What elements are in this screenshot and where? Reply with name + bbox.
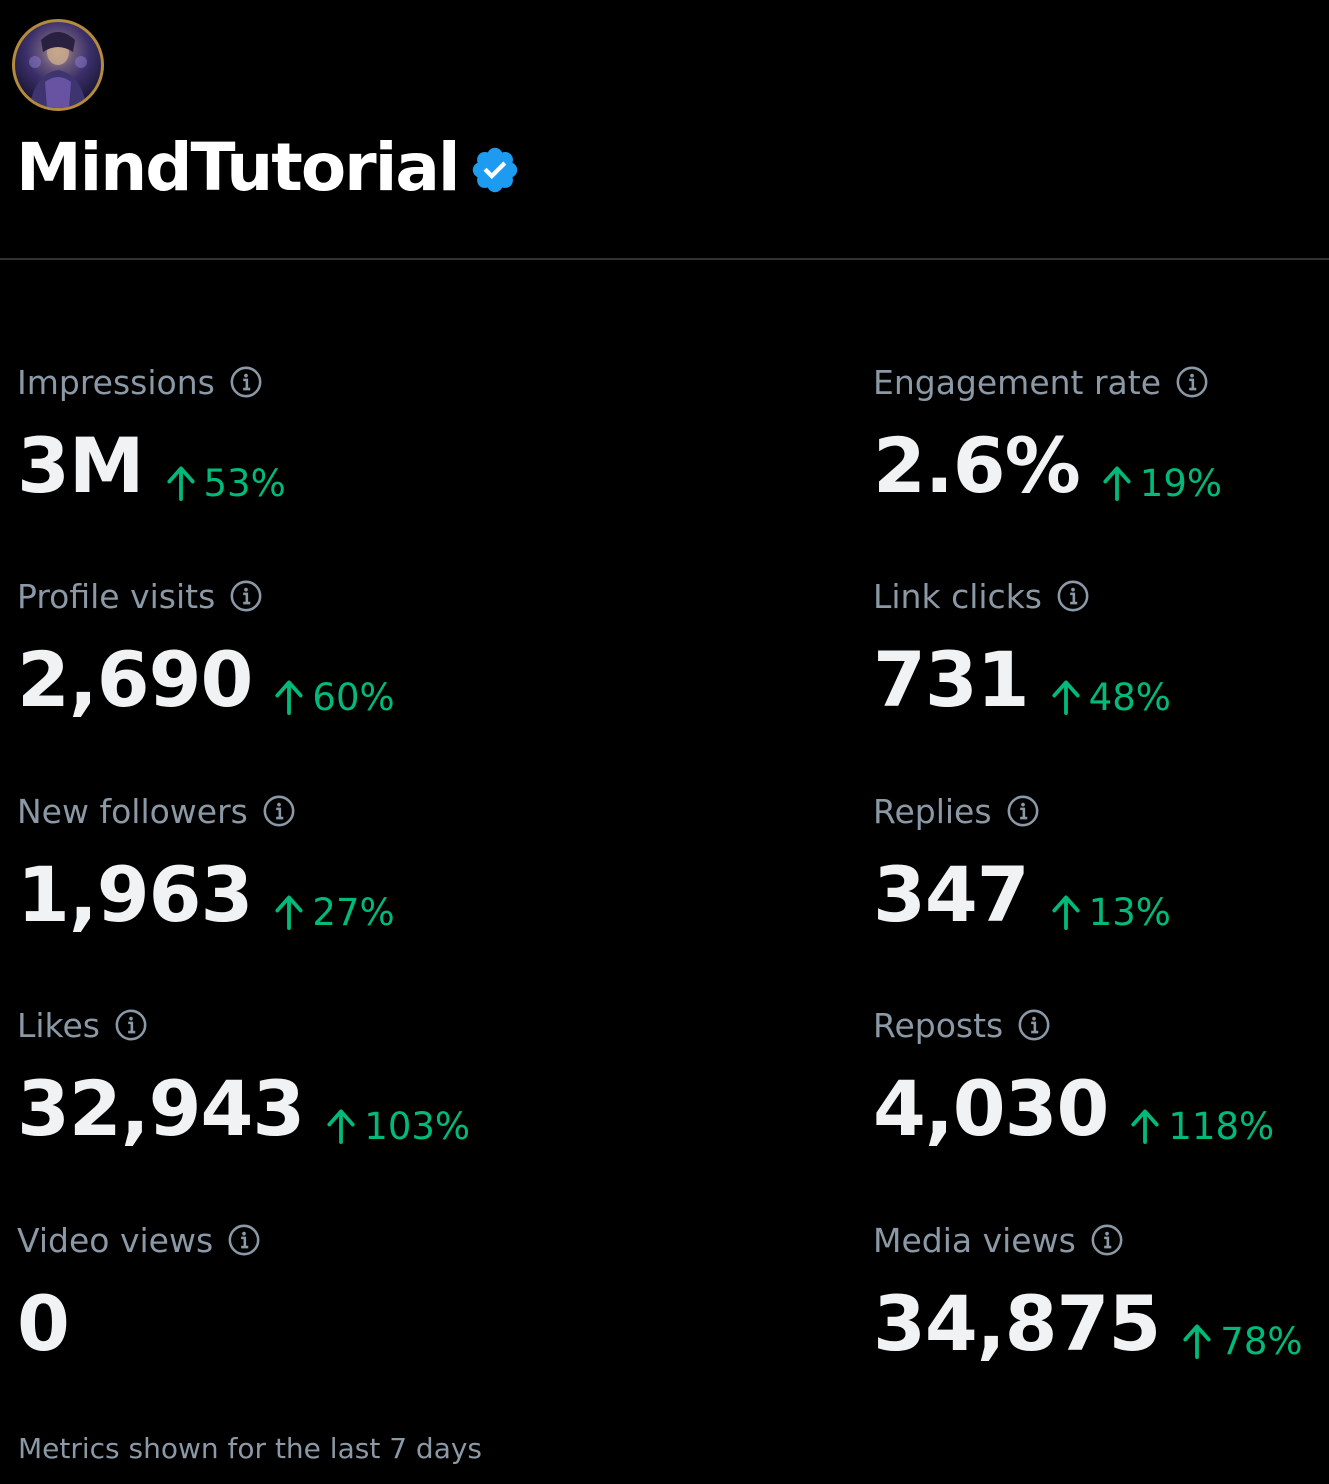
metric-label-row: Media views [873, 1218, 1329, 1262]
metric-label: Reposts [873, 1005, 1004, 1045]
metric-value-row: 3M 53% [17, 422, 477, 504]
info-circle-icon[interactable] [229, 365, 263, 399]
verified-badge-icon [472, 147, 517, 193]
metric-card: New followers 1,963 27% [17, 789, 477, 933]
metric-change-percent: 78% [1220, 1319, 1303, 1363]
metric-value: 34,875 [873, 1279, 1161, 1368]
metric-label-row: Replies [873, 789, 1329, 833]
metric-change-percent: 103% [364, 1104, 471, 1148]
metric-card: Video views 0 [17, 1218, 477, 1362]
metric-value: 0 [17, 1279, 70, 1368]
metric-value-row: 2,690 60% [17, 636, 477, 718]
display-name[interactable]: MindTutorial [16, 129, 461, 206]
info-circle-icon[interactable] [1090, 1223, 1124, 1257]
metric-label: Replies [873, 791, 992, 831]
info-circle-icon[interactable] [114, 1008, 148, 1042]
metric-value-row: 34,875 78% [873, 1280, 1329, 1362]
arrow-up-icon [275, 680, 303, 715]
metric-change: 60% [274, 675, 395, 719]
metric-change: 19% [1102, 464, 1222, 502]
info-circle-icon[interactable] [229, 579, 263, 613]
metric-label-row: Video views [17, 1218, 477, 1262]
metric-change: 53% [166, 464, 286, 502]
info-circle-icon[interactable] [1006, 794, 1040, 828]
metric-value: 347 [873, 850, 1030, 939]
metric-label-row: Impressions [17, 360, 477, 404]
metric-card: Media views 34,875 78% [873, 1218, 1329, 1362]
metric-change: 27% [274, 890, 395, 934]
metric-card: Impressions 3M 53% [17, 360, 477, 504]
metric-value-row: 2.6% 19% [873, 422, 1329, 504]
metric-label-row: Link clicks [873, 574, 1329, 618]
metric-label: Link clicks [873, 576, 1042, 616]
metric-value-row: 32,943 103% [17, 1065, 477, 1147]
info-circle-icon[interactable] [227, 1223, 261, 1257]
metric-value: 4,030 [873, 1064, 1109, 1153]
metric-value-row: 347 13% [873, 851, 1329, 933]
avatar-image [29, 32, 87, 108]
arrow-up-icon [1183, 1324, 1211, 1359]
arrow-up-icon [1103, 466, 1131, 501]
metric-change-percent: 118% [1168, 1104, 1275, 1148]
metric-value: 3M [17, 421, 145, 510]
arrow-up-icon [1131, 1109, 1159, 1144]
metric-label: Likes [17, 1005, 100, 1045]
metric-change-percent: 13% [1088, 890, 1171, 934]
metric-card: Link clicks 731 48% [873, 574, 1329, 718]
arrow-up-icon [1052, 895, 1080, 930]
metric-card: Profile visits 2,690 60% [17, 574, 477, 718]
arrow-up-icon [327, 1109, 355, 1144]
metric-value: 32,943 [17, 1064, 305, 1153]
metric-label-row: New followers [17, 789, 477, 833]
metric-label-row: Likes [17, 1003, 477, 1047]
metric-label: Profile visits [17, 576, 216, 616]
metric-card: Engagement rate 2.6% 19% [873, 360, 1329, 504]
metric-change-percent: 60% [312, 675, 395, 719]
avatar[interactable] [12, 19, 104, 111]
metric-card: Likes 32,943 103% [17, 1003, 477, 1147]
arrow-up-icon [1052, 680, 1080, 715]
metric-label-row: Engagement rate [873, 360, 1329, 404]
arrow-up-icon [275, 895, 303, 930]
metric-change: 78% [1182, 1319, 1303, 1363]
name-row: MindTutorial [16, 126, 521, 210]
profile-header: MindTutorial [0, 0, 1329, 260]
metric-change-percent: 48% [1088, 675, 1171, 719]
metric-value: 2.6% [873, 421, 1081, 510]
metric-value-row: 0 [17, 1280, 477, 1362]
metric-card: Replies 347 13% [873, 789, 1329, 933]
metric-value-row: 731 48% [873, 636, 1329, 718]
metric-change: 48% [1051, 678, 1171, 716]
metric-label: Media views [873, 1220, 1076, 1260]
metric-value: 1,963 [17, 850, 253, 939]
metric-change-percent: 53% [203, 461, 286, 505]
metric-change-percent: 19% [1139, 461, 1223, 505]
metric-change: 118% [1130, 1107, 1274, 1145]
metric-value-row: 4,030 118% [873, 1065, 1329, 1147]
metric-label: Impressions [17, 362, 215, 402]
info-circle-icon[interactable] [1017, 1008, 1051, 1042]
metric-change: 103% [326, 1107, 470, 1145]
metric-value-row: 1,963 27% [17, 851, 477, 933]
arrow-up-icon [166, 466, 195, 501]
metric-change-percent: 27% [312, 890, 395, 934]
metric-label: Video views [17, 1220, 214, 1260]
info-circle-icon[interactable] [1056, 579, 1090, 613]
metric-label: New followers [17, 791, 248, 831]
metric-label-row: Reposts [873, 1003, 1329, 1047]
metric-change: 13% [1051, 893, 1171, 931]
info-circle-icon[interactable] [262, 794, 296, 828]
metric-value: 731 [873, 635, 1030, 724]
metric-label: Engagement rate [873, 362, 1162, 402]
metric-value: 2,690 [17, 635, 253, 724]
info-circle-icon[interactable] [1175, 365, 1209, 399]
metric-label-row: Profile visits [17, 574, 477, 618]
metrics-footnote: Metrics shown for the last 7 days [18, 1432, 483, 1465]
metric-card: Reposts 4,030 118% [873, 1003, 1329, 1147]
